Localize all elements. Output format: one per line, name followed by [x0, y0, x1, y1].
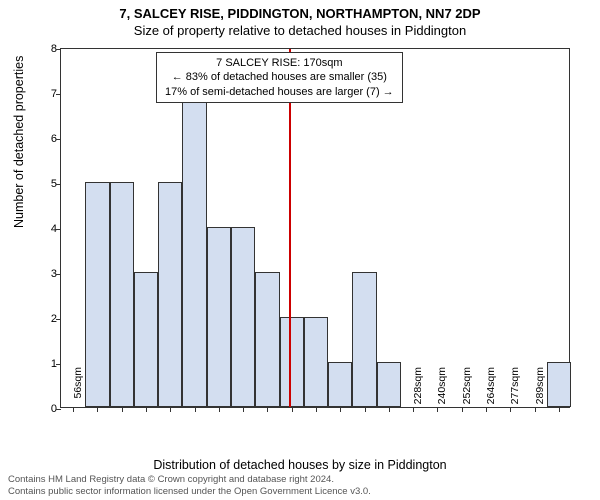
x-tick-label: 289sqm — [534, 367, 546, 417]
histogram-bar — [352, 272, 376, 407]
histogram-bar — [134, 272, 158, 407]
histogram-bar — [158, 182, 182, 407]
x-axis-label: Distribution of detached houses by size … — [0, 458, 600, 472]
histogram-bar — [304, 317, 328, 407]
x-tick-label: 240sqm — [436, 367, 448, 417]
footer-line2: Contains public sector information licen… — [8, 486, 371, 498]
y-tick-mark — [56, 94, 61, 95]
histogram-bar — [377, 362, 401, 407]
histogram-bar — [110, 182, 134, 407]
histogram-bar — [85, 182, 109, 407]
x-tick-label: 252sqm — [461, 367, 473, 417]
histogram-bar — [231, 227, 255, 407]
y-tick-label: 0 — [33, 403, 57, 415]
x-tick-label: 264sqm — [485, 367, 497, 417]
y-tick-label: 2 — [33, 313, 57, 325]
y-tick-mark — [56, 364, 61, 365]
info-box-line3: 17% of semi-detached houses are larger (… — [165, 85, 394, 99]
y-tick-label: 4 — [33, 223, 57, 235]
y-tick-label: 1 — [33, 358, 57, 370]
y-tick-label: 3 — [33, 268, 57, 280]
y-tick-mark — [56, 184, 61, 185]
histogram-bar — [280, 317, 304, 407]
x-tick-label: 228sqm — [412, 367, 424, 417]
footer-attribution: Contains HM Land Registry data © Crown c… — [8, 474, 371, 498]
chart-title-main: 7, SALCEY RISE, PIDDINGTON, NORTHAMPTON,… — [0, 6, 600, 21]
y-tick-mark — [56, 274, 61, 275]
chart-title-block: 7, SALCEY RISE, PIDDINGTON, NORTHAMPTON,… — [0, 0, 600, 38]
x-tick-label: 56sqm — [72, 367, 84, 417]
info-box: 7 SALCEY RISE: 170sqm ← 83% of detached … — [156, 52, 403, 103]
y-tick-mark — [56, 49, 61, 50]
y-tick-mark — [56, 139, 61, 140]
y-tick-mark — [56, 319, 61, 320]
y-tick-mark — [56, 409, 61, 410]
chart-plot-area: 7 SALCEY RISE: 170sqm ← 83% of detached … — [60, 48, 570, 408]
histogram-bar — [255, 272, 279, 407]
histogram-bar — [328, 362, 352, 407]
info-box-line2: ← 83% of detached houses are smaller (35… — [165, 70, 394, 84]
histogram-bar — [547, 362, 571, 407]
y-tick-label: 8 — [33, 43, 57, 55]
histogram-bar — [207, 227, 231, 407]
y-tick-label: 7 — [33, 88, 57, 100]
y-tick-mark — [56, 229, 61, 230]
y-axis-label: Number of detached properties — [12, 56, 26, 228]
footer-line1: Contains HM Land Registry data © Crown c… — [8, 474, 371, 486]
y-tick-label: 5 — [33, 178, 57, 190]
x-tick-label: 277sqm — [509, 367, 521, 417]
histogram-bar — [182, 92, 206, 407]
y-tick-label: 6 — [33, 133, 57, 145]
info-box-line1: 7 SALCEY RISE: 170sqm — [165, 56, 394, 70]
chart-title-sub: Size of property relative to detached ho… — [0, 23, 600, 38]
